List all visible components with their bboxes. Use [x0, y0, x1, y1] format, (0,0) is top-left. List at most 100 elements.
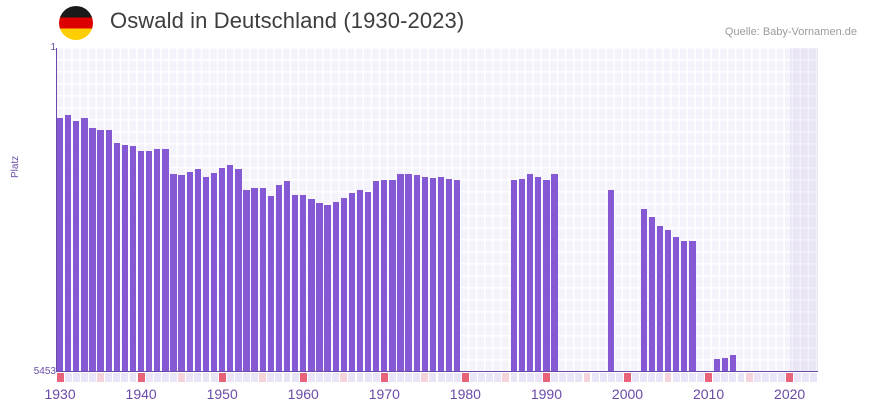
bar-1947[interactable] — [194, 169, 201, 372]
bar-1941[interactable] — [146, 151, 153, 372]
bar-1968[interactable] — [364, 192, 372, 372]
strip-cell-1935 — [97, 373, 105, 382]
bar-2004[interactable] — [656, 226, 664, 372]
bar-1934[interactable] — [89, 128, 96, 372]
strip-cell-1965 — [340, 373, 348, 382]
bar-1991[interactable] — [551, 174, 558, 372]
x-tick-1930: 1930 — [44, 386, 76, 402]
bar-1974[interactable] — [413, 175, 420, 372]
strip-cell-2000 — [624, 373, 631, 382]
strip-cell-1934 — [89, 373, 96, 382]
bar-1977[interactable] — [437, 177, 445, 372]
bar-1990[interactable] — [543, 180, 550, 372]
strip-cell-2009 — [697, 373, 704, 382]
bar-1961[interactable] — [308, 199, 315, 372]
strip-cell-1943 — [161, 373, 169, 382]
bar-1952[interactable] — [235, 169, 242, 372]
bar-2012[interactable] — [721, 358, 728, 372]
bar-1989[interactable] — [535, 177, 542, 372]
bar-1978[interactable] — [446, 179, 453, 372]
bar-1979[interactable] — [454, 180, 461, 372]
strip-cell-1957 — [275, 373, 283, 382]
bar-1943[interactable] — [162, 149, 169, 372]
bar-1940[interactable] — [137, 151, 145, 372]
bar-2007[interactable] — [681, 241, 688, 372]
bar-1953[interactable] — [243, 190, 250, 372]
bar-1963[interactable] — [324, 205, 331, 372]
strip-cell-2008 — [688, 373, 696, 382]
bar-2013[interactable] — [729, 355, 737, 372]
strip-cell-1982 — [478, 373, 486, 382]
bar-1959[interactable] — [291, 195, 299, 372]
bar-1933[interactable] — [81, 118, 88, 372]
strip-cell-1958 — [283, 373, 291, 382]
bar-2003[interactable] — [648, 217, 655, 372]
bar-1938[interactable] — [121, 145, 129, 372]
strip-cell-2021 — [794, 373, 802, 382]
bar-1975[interactable] — [421, 177, 428, 372]
y-tick-bottom: 5453 — [33, 366, 56, 377]
bar-1945[interactable] — [178, 175, 185, 372]
bar-2005[interactable] — [664, 230, 672, 372]
bar-1970[interactable] — [381, 180, 388, 372]
bar-2006[interactable] — [672, 237, 680, 372]
bar-1964[interactable] — [332, 202, 339, 372]
strip-cell-1986 — [510, 373, 518, 382]
bar-1969[interactable] — [373, 181, 380, 372]
y-axis-label: Platz — [10, 155, 21, 178]
bar-1965[interactable] — [340, 198, 347, 372]
bar-1955[interactable] — [259, 188, 266, 372]
bar-1998[interactable] — [608, 190, 615, 372]
x-tick-2000: 2000 — [611, 386, 644, 402]
bar-1988[interactable] — [527, 174, 534, 372]
bar-1967[interactable] — [356, 190, 364, 372]
german-flag-icon — [59, 6, 93, 40]
bar-1960[interactable] — [300, 195, 307, 372]
bar-1962[interactable] — [316, 203, 323, 372]
bar-1950[interactable] — [219, 168, 226, 372]
bar-1935[interactable] — [97, 130, 104, 372]
bar-1957[interactable] — [275, 185, 283, 372]
bar-1942[interactable] — [154, 149, 161, 372]
bar-1956[interactable] — [267, 196, 274, 372]
bar-1939[interactable] — [129, 146, 137, 372]
bar-1966[interactable] — [348, 193, 356, 372]
strip-cell-1931 — [64, 373, 72, 382]
bar-1987[interactable] — [518, 179, 526, 372]
bar-1931[interactable] — [65, 115, 72, 372]
strip-cell-2011 — [713, 373, 721, 382]
bar-1971[interactable] — [389, 180, 396, 372]
bar-1946[interactable] — [186, 172, 193, 372]
strip-cell-1970 — [380, 373, 388, 382]
x-tick-1970: 1970 — [368, 386, 400, 402]
bar-1944[interactable] — [170, 174, 177, 372]
strip-cell-1980 — [461, 373, 469, 382]
bar-1986[interactable] — [510, 180, 518, 372]
strip-cell-2006 — [672, 373, 680, 382]
bar-2011[interactable] — [713, 359, 720, 372]
bar-1954[interactable] — [251, 188, 258, 372]
bar-1958[interactable] — [283, 181, 291, 372]
bar-2002[interactable] — [640, 209, 647, 372]
x-tick-1940: 1940 — [125, 386, 157, 402]
bar-1972[interactable] — [397, 174, 404, 372]
strip-cell-2013 — [729, 373, 737, 382]
strip-cell-1976 — [429, 373, 437, 382]
bar-1932[interactable] — [73, 121, 80, 372]
bar-1948[interactable] — [202, 177, 210, 372]
strip-cell-2005 — [664, 373, 672, 382]
bar-1951[interactable] — [227, 165, 234, 372]
strip-cell-2010 — [705, 373, 713, 382]
bar-1936[interactable] — [105, 130, 112, 372]
bar-1949[interactable] — [210, 173, 218, 372]
bar-2008[interactable] — [689, 241, 696, 372]
strip-cell-2015 — [745, 373, 753, 382]
strip-cell-1983 — [486, 373, 494, 382]
bar-1976[interactable] — [429, 178, 437, 372]
strip-cell-1932 — [72, 373, 80, 382]
strip-cell-1949 — [210, 373, 218, 382]
bar-1973[interactable] — [405, 174, 412, 372]
strip-cell-1939 — [129, 373, 137, 382]
bar-1937[interactable] — [113, 143, 120, 372]
bar-1930[interactable] — [56, 118, 64, 372]
